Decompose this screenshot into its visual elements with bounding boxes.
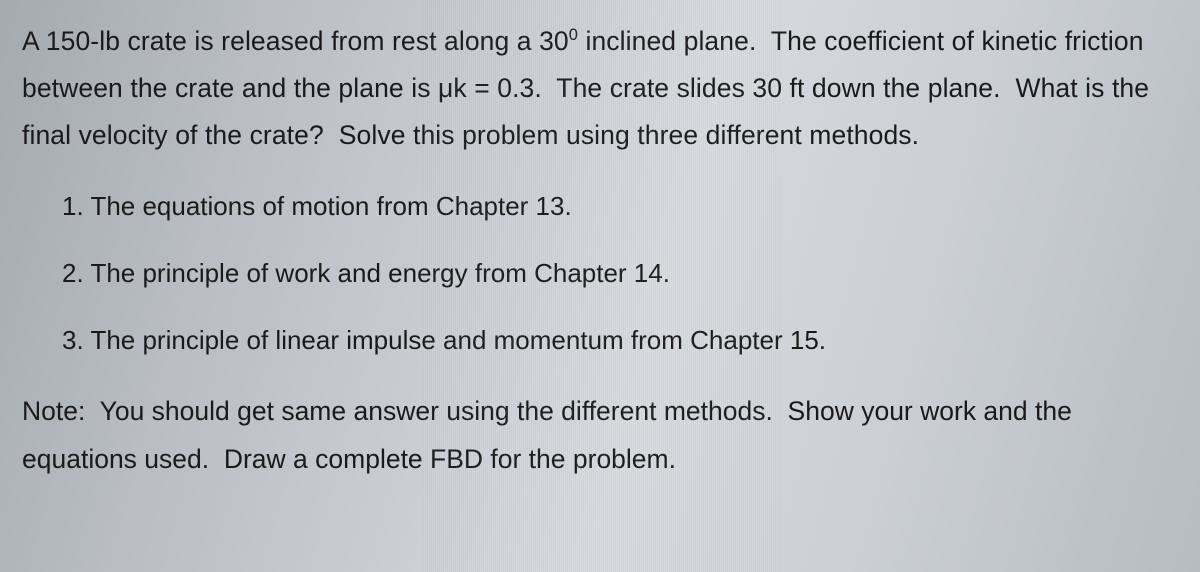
list-item: 2. The principle of work and energy from… bbox=[62, 254, 1178, 293]
methods-list: 1. The equations of motion from Chapter … bbox=[22, 187, 1178, 360]
list-item: 3. The principle of linear impulse and m… bbox=[62, 321, 1178, 360]
note-text: Note: You should get same answer using t… bbox=[22, 388, 1178, 482]
problem-statement: A 150-lb crate is released from rest alo… bbox=[22, 18, 1178, 159]
list-item: 1. The equations of motion from Chapter … bbox=[62, 187, 1178, 226]
